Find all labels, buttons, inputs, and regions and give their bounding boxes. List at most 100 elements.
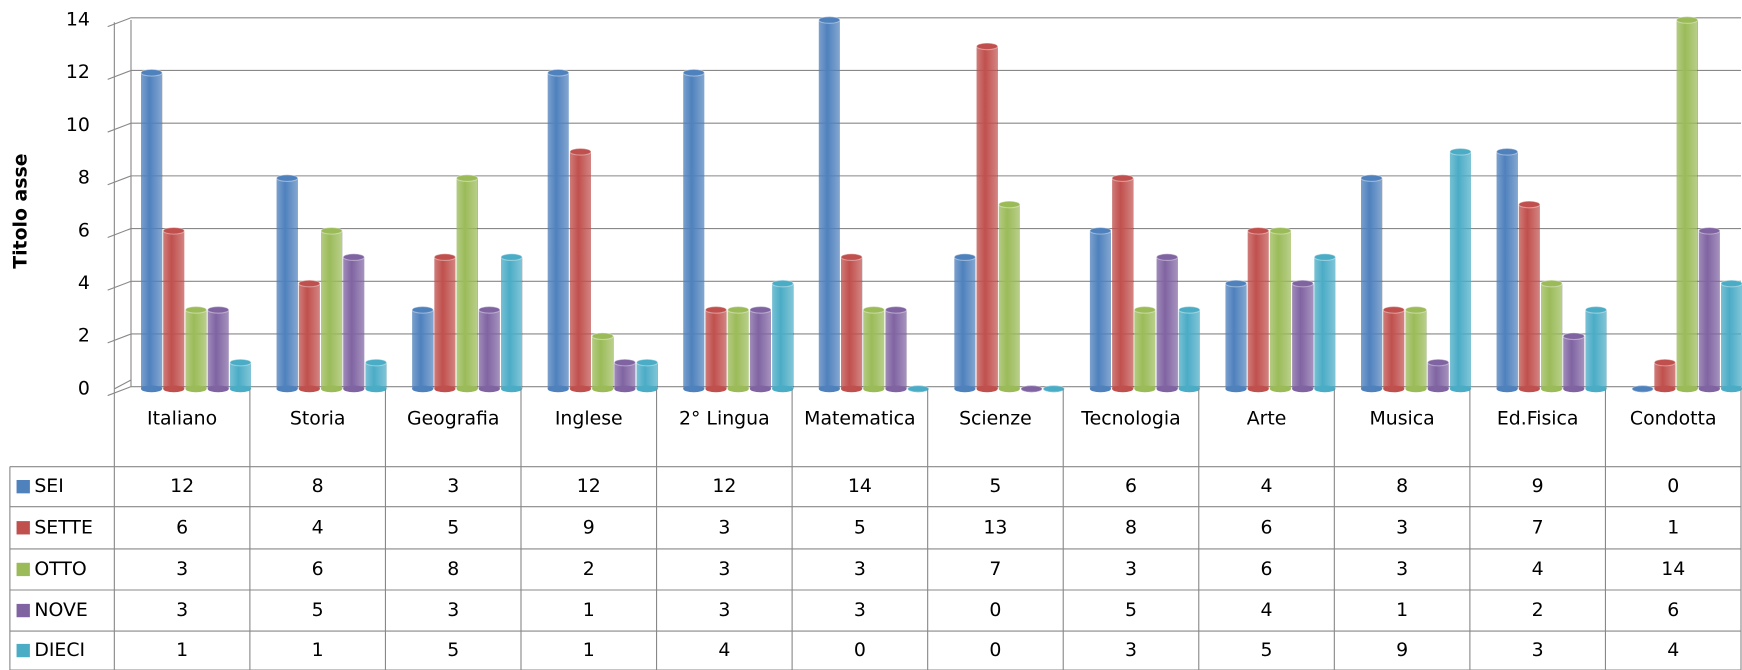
bar bbox=[1313, 253, 1336, 393]
table-value: 4 bbox=[1261, 475, 1273, 497]
bar bbox=[749, 305, 772, 393]
legend-label: OTTO bbox=[34, 558, 86, 580]
table-value: 5 bbox=[989, 475, 1001, 497]
table-value: 12 bbox=[170, 475, 194, 497]
legend-key bbox=[16, 521, 30, 535]
bar bbox=[1518, 200, 1541, 393]
bar bbox=[884, 305, 908, 393]
bar bbox=[1540, 279, 1563, 393]
table-value: 3 bbox=[718, 558, 730, 580]
table-value: 3 bbox=[1396, 558, 1408, 580]
table-value: 9 bbox=[1396, 639, 1408, 661]
table-value: 6 bbox=[176, 516, 188, 538]
x-tick-label: Matematica bbox=[804, 407, 915, 429]
table-value: 4 bbox=[1532, 558, 1544, 580]
bar bbox=[1178, 305, 1201, 393]
table-value: 6 bbox=[1261, 558, 1273, 580]
bar bbox=[569, 147, 592, 393]
legend-key bbox=[16, 603, 30, 618]
x-tick-label: Tecnologia bbox=[1080, 407, 1180, 429]
table-value: 1 bbox=[176, 639, 188, 661]
bar bbox=[1676, 16, 1699, 393]
table-value: 3 bbox=[1125, 558, 1137, 580]
y-tick-label: 2 bbox=[78, 325, 90, 347]
y-tick-label: 10 bbox=[66, 114, 90, 136]
legend-key bbox=[16, 480, 30, 494]
table-value: 14 bbox=[848, 475, 872, 497]
x-tick-label: 2° Lingua bbox=[679, 407, 770, 429]
bar bbox=[953, 253, 976, 393]
legend-label: SETTE bbox=[34, 516, 93, 538]
bar bbox=[298, 279, 321, 393]
table-value: 0 bbox=[1667, 475, 1679, 497]
tick-mark bbox=[107, 122, 132, 133]
bar bbox=[1360, 174, 1383, 393]
y-tick-label: 8 bbox=[78, 167, 90, 189]
x-tick-label: Arte bbox=[1247, 407, 1287, 429]
y-tick-label: 12 bbox=[66, 61, 90, 83]
floor-edge bbox=[114, 379, 132, 390]
x-tick-label: Ed.Fisica bbox=[1497, 407, 1579, 429]
bar bbox=[727, 305, 750, 393]
y-axis-title: Titolo asse bbox=[9, 153, 31, 268]
x-tick-label: Storia bbox=[290, 407, 346, 429]
table-value: 6 bbox=[312, 558, 324, 580]
table-value: 3 bbox=[854, 599, 866, 621]
table-value: 4 bbox=[718, 639, 730, 661]
table-value: 8 bbox=[312, 475, 324, 497]
bar bbox=[1133, 305, 1156, 393]
table-value: 14 bbox=[1661, 558, 1685, 580]
x-tick-label: Musica bbox=[1369, 407, 1434, 429]
bar bbox=[184, 305, 208, 393]
x-tick-label: Italiano bbox=[147, 407, 217, 429]
table-value: 13 bbox=[983, 516, 1007, 538]
table-value: 3 bbox=[1125, 639, 1137, 661]
bar bbox=[478, 305, 501, 393]
table-value: 7 bbox=[989, 558, 1001, 580]
table-value: 0 bbox=[989, 599, 1001, 621]
bar bbox=[976, 42, 999, 393]
table-value: 8 bbox=[1125, 516, 1137, 538]
bar bbox=[1291, 279, 1314, 393]
table-value: 0 bbox=[989, 639, 1001, 661]
table-value: 12 bbox=[712, 475, 736, 497]
bar bbox=[704, 305, 728, 393]
x-tick-label: Condotta bbox=[1630, 407, 1717, 429]
bar bbox=[818, 16, 841, 393]
bar bbox=[276, 174, 299, 393]
table-value: 3 bbox=[718, 516, 730, 538]
legend-label: NOVE bbox=[34, 599, 87, 621]
bar bbox=[840, 253, 863, 393]
tick-mark bbox=[107, 17, 132, 28]
table-value: 3 bbox=[1396, 516, 1408, 538]
table-value: 9 bbox=[583, 516, 595, 538]
y-tick-label: 0 bbox=[78, 377, 90, 399]
y-tick-label: 14 bbox=[66, 9, 90, 31]
bar bbox=[613, 358, 636, 393]
table-value: 4 bbox=[312, 516, 324, 538]
tick-mark bbox=[107, 280, 132, 291]
bar bbox=[411, 305, 434, 393]
bar bbox=[547, 68, 570, 393]
bar bbox=[500, 253, 523, 393]
bar bbox=[342, 253, 365, 393]
bar bbox=[1111, 174, 1134, 393]
bar bbox=[1720, 279, 1742, 393]
bar bbox=[229, 358, 252, 393]
table-value: 3 bbox=[176, 558, 188, 580]
bar bbox=[1427, 358, 1450, 393]
tick-mark bbox=[107, 386, 132, 397]
bar bbox=[1247, 226, 1270, 393]
bar bbox=[636, 358, 659, 393]
tick-mark bbox=[107, 228, 132, 238]
bar bbox=[1089, 226, 1112, 393]
x-tick-label: Scienze bbox=[959, 407, 1032, 429]
table-value: 3 bbox=[176, 599, 188, 621]
table-value: 4 bbox=[1667, 639, 1679, 661]
bar bbox=[1224, 279, 1248, 393]
table-value: 3 bbox=[447, 475, 459, 497]
table-value: 1 bbox=[1396, 599, 1408, 621]
bar bbox=[1020, 385, 1043, 393]
table-value: 5 bbox=[447, 516, 459, 538]
bar bbox=[1269, 226, 1292, 393]
